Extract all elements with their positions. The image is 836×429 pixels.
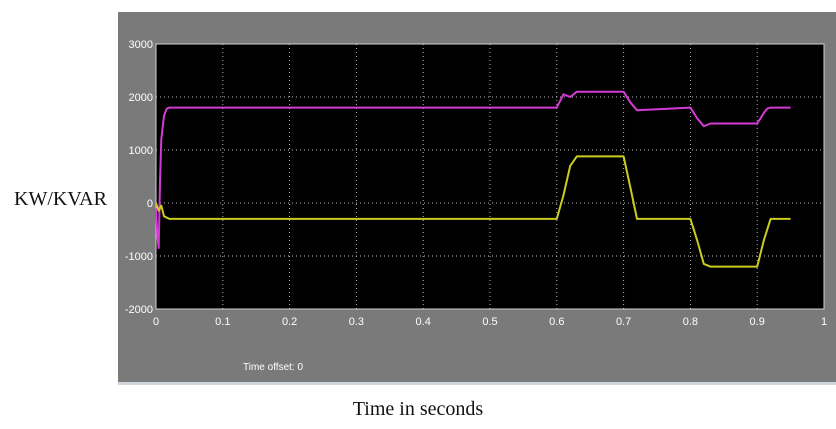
grid-lines — [155, 43, 825, 310]
x-tick-label: 0 — [153, 316, 159, 328]
y-tick-label: 1000 — [129, 145, 153, 157]
y-tick-label: 3000 — [129, 39, 153, 51]
x-tick-label: 0.8 — [683, 316, 698, 328]
series-line-1 — [155, 90, 791, 250]
x-tick-label: 0.9 — [750, 316, 765, 328]
series-layer — [155, 90, 791, 268]
x-tick-label: 1 — [821, 316, 827, 328]
y-tick-label: 0 — [147, 198, 153, 210]
series-line-2 — [155, 155, 791, 268]
y-tick-label: 2000 — [129, 92, 153, 104]
y-tick-label: -1000 — [125, 251, 153, 263]
scope-window: 0 0.1 0.2 0.3 0.4 0.5 0.6 0.7 0.8 0.9 1 3000 2000 100… — [118, 12, 836, 385]
x-tick-label: 0.2 — [282, 316, 297, 328]
x-tick-label: 0.7 — [616, 316, 631, 328]
x-tick-label: 0.4 — [416, 316, 431, 328]
scope-plot: 0 0.1 0.2 0.3 0.4 0.5 0.6 0.7 0.8 0.9 1 3000 2000 100… — [125, 39, 827, 328]
y-axis-label: KW/KVAR — [14, 188, 107, 210]
plot-border — [155, 43, 825, 310]
time-offset-label: Time offset: 0 — [243, 362, 304, 373]
tick-labels: 0 0.1 0.2 0.3 0.4 0.5 0.6 0.7 0.8 0.9 1 3000 2000 100… — [125, 39, 827, 328]
x-axis-label: Time in seconds — [352, 398, 484, 420]
x-tick-label: 0.3 — [349, 316, 364, 328]
x-tick-label: 0.5 — [482, 316, 497, 328]
y-tick-label: -2000 — [125, 304, 153, 316]
x-tick-label: 0.6 — [549, 316, 564, 328]
x-tick-label: 0.1 — [215, 316, 230, 328]
